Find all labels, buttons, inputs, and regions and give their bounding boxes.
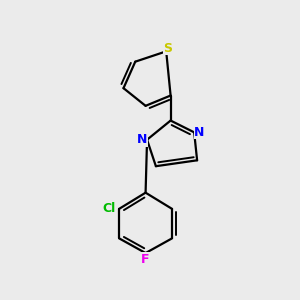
Text: Cl: Cl bbox=[102, 202, 116, 215]
Text: N: N bbox=[136, 133, 147, 146]
Text: N: N bbox=[194, 126, 205, 139]
Text: S: S bbox=[163, 42, 172, 55]
Text: F: F bbox=[141, 253, 150, 266]
